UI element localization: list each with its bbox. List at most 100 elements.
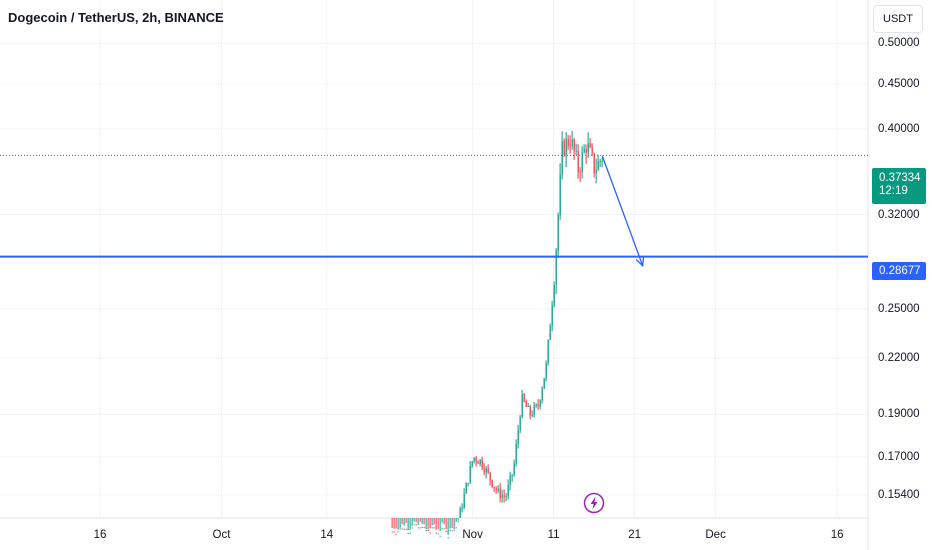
candle [557, 212, 559, 259]
candle [485, 466, 487, 479]
candle [447, 518, 449, 539]
time-tick-label: Nov [462, 529, 483, 541]
candle [455, 518, 457, 529]
candle [405, 518, 407, 530]
candle [507, 479, 509, 500]
arrow-shaft [601, 155, 644, 266]
candle [511, 474, 513, 482]
candle [465, 482, 467, 494]
candle [413, 518, 415, 526]
candle [571, 130, 573, 150]
candle [561, 131, 563, 180]
arrow-head [635, 256, 645, 268]
candle [595, 158, 597, 184]
candle [547, 339, 549, 366]
candle [585, 144, 587, 164]
candle [579, 167, 581, 183]
candle [525, 399, 527, 407]
candle [469, 460, 471, 484]
candle [417, 518, 419, 529]
candle [481, 456, 483, 471]
candle [549, 323, 551, 341]
candle [545, 360, 547, 382]
candle [529, 404, 531, 420]
candle [577, 144, 579, 179]
candle [591, 143, 593, 157]
candle [443, 518, 445, 530]
currency-button[interactable]: USDT [873, 5, 923, 33]
candle [521, 389, 523, 419]
candle [517, 424, 519, 449]
candle [497, 485, 499, 494]
time-tick-label: 14 [320, 529, 334, 541]
candle [541, 386, 543, 404]
candle [519, 415, 521, 434]
candle [479, 459, 481, 467]
candle [471, 461, 473, 468]
candle [531, 410, 533, 418]
projection-arrow[interactable] [601, 155, 645, 268]
candle [463, 488, 465, 510]
candle [419, 518, 421, 529]
candle [555, 247, 557, 294]
candle [553, 281, 555, 308]
price-tick-label: 0.45000 [878, 77, 920, 90]
current-price-value: 0.37334 [879, 172, 921, 184]
candle [515, 439, 517, 467]
candle [403, 518, 405, 530]
candle [439, 518, 441, 537]
lightning-bolt-icon[interactable] [583, 492, 605, 514]
candle [483, 462, 485, 476]
candle [477, 460, 479, 464]
candle [435, 518, 437, 534]
candle [539, 399, 541, 410]
candle [433, 518, 435, 529]
candle [589, 138, 591, 149]
candle [437, 518, 439, 535]
candle [423, 518, 425, 528]
candle [543, 377, 545, 390]
candle [533, 401, 535, 418]
candle [503, 489, 505, 503]
candle [427, 518, 429, 531]
symbol-title[interactable]: Dogecoin / TetherUS, 2h, BINANCE [8, 10, 224, 25]
candle [409, 518, 411, 534]
candle [593, 152, 595, 178]
candle [567, 134, 569, 151]
candle [395, 518, 397, 535]
candle [493, 486, 495, 493]
candle [431, 518, 433, 529]
candle [501, 489, 503, 503]
candle [513, 459, 515, 477]
price-tick-label: 0.22000 [878, 352, 920, 365]
candle [393, 518, 395, 533]
candle [597, 154, 599, 171]
candle [491, 479, 493, 489]
candle [581, 146, 583, 179]
candles [391, 130, 603, 539]
price-tick-label: 0.15400 [878, 488, 920, 501]
candle [537, 399, 539, 410]
candle [535, 403, 537, 408]
candle [441, 518, 443, 530]
candle [449, 518, 451, 532]
price-tick-label: 0.40000 [878, 122, 920, 135]
candle [459, 506, 461, 518]
candle [425, 518, 427, 531]
candle [391, 518, 393, 533]
price-tick-label: 0.50000 [878, 37, 920, 50]
candle [495, 485, 497, 494]
candle [505, 493, 507, 502]
candle [509, 471, 511, 491]
candle [499, 482, 501, 503]
candle [527, 402, 529, 408]
price-tick-label: 0.32000 [878, 208, 920, 221]
candle [587, 132, 589, 159]
candle [399, 518, 401, 530]
time-tick-label: 11 [547, 529, 560, 541]
candle [489, 471, 491, 486]
candle [397, 518, 399, 533]
candle [415, 518, 417, 526]
price-tick-label: 0.25000 [878, 303, 920, 316]
